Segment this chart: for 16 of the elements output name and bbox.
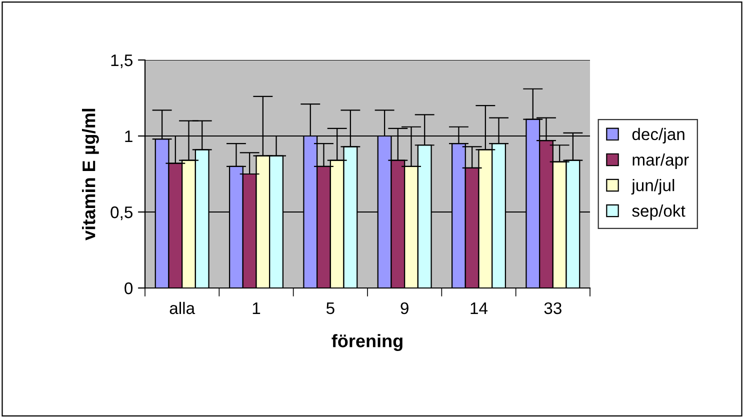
- y-tick-label: 0,5: [110, 206, 132, 220]
- x-axis-title: förening: [332, 334, 402, 351]
- legend-label: dec/jan: [632, 128, 684, 144]
- y-axis-title: vitamin E µg/ml: [82, 108, 99, 240]
- y-tick-label: 1: [125, 130, 132, 142]
- y-tick-label: 0: [124, 282, 133, 294]
- legend-label: sep/okt: [632, 204, 686, 220]
- x-tick-label: 1: [252, 302, 260, 314]
- x-tick-label: 14: [470, 302, 488, 314]
- x-tick-label: 5: [326, 302, 334, 314]
- legend-label: jun/jul: [631, 179, 674, 195]
- y-tick-label: 1,5: [111, 54, 132, 68]
- x-tick-label: 9: [400, 302, 408, 314]
- x-tick-label: 33: [544, 302, 562, 314]
- legend-label: mar/apr: [632, 153, 689, 169]
- x-tick-label: alla: [170, 302, 196, 314]
